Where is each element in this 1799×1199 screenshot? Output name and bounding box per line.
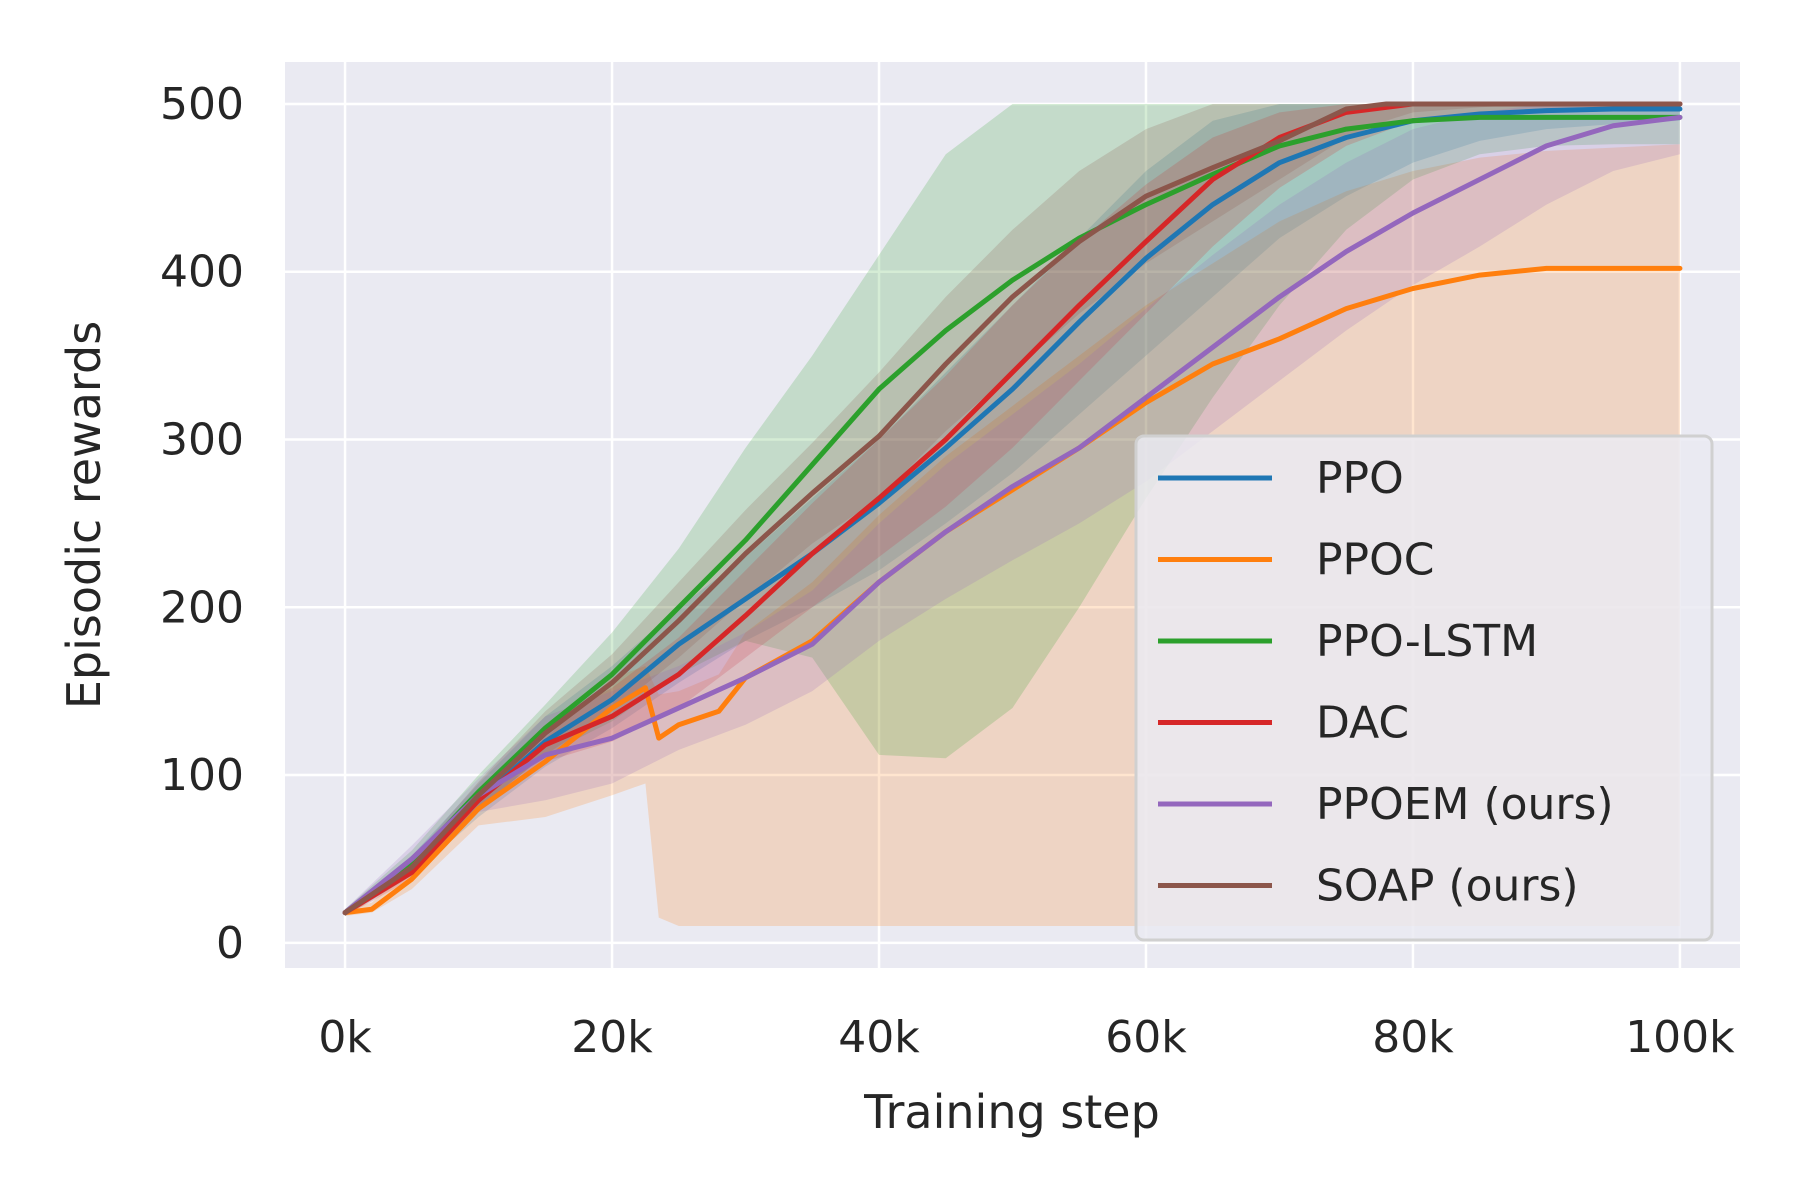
x-tick-label: 20k bbox=[571, 1012, 653, 1063]
legend-label-ppo: PPO bbox=[1316, 453, 1404, 504]
band-soap-ours bbox=[345, 103, 1680, 916]
y-tick-label: 500 bbox=[160, 79, 244, 130]
line-ppoem-ours bbox=[342, 114, 1683, 916]
legend-label-ppoc: PPOC bbox=[1316, 535, 1434, 586]
x-tick-label: 80k bbox=[1372, 1012, 1454, 1063]
x-tick-label: 60k bbox=[1105, 1012, 1187, 1063]
y-axis-label: Episodic rewards bbox=[57, 321, 111, 709]
y-tick-label: 0 bbox=[216, 918, 244, 969]
legend: PPO PPOC PPO-LSTM DAC PPOEM (ours) SOAP (ours… bbox=[1134, 434, 1714, 942]
x-tick-labels: 0k 20k 40k 60k 80k 100k bbox=[318, 1012, 1735, 1063]
legend-label-ppoem-ours: PPOEM (ours) bbox=[1316, 779, 1614, 830]
line-ppo-lstm bbox=[342, 114, 1683, 916]
y-tick-label: 300 bbox=[160, 415, 244, 466]
y-tick-labels: 0 100 200 300 400 500 bbox=[160, 79, 244, 969]
y-tick-label: 100 bbox=[160, 750, 244, 801]
line-soap-ours bbox=[342, 101, 1683, 916]
band-ppo-lstm bbox=[345, 103, 1680, 916]
y-tick-label: 400 bbox=[160, 247, 244, 298]
legend-label-soap-ours: SOAP (ours) bbox=[1316, 861, 1579, 912]
legend-label-ppo-lstm: PPO-LSTM bbox=[1316, 616, 1538, 667]
legend-label-dac: DAC bbox=[1316, 698, 1409, 749]
y-tick-label: 200 bbox=[160, 582, 244, 633]
x-axis-label: Training step bbox=[863, 1085, 1160, 1139]
x-tick-label: 40k bbox=[838, 1012, 920, 1063]
series-lines bbox=[342, 101, 1683, 916]
legend-frame bbox=[1134, 434, 1714, 942]
x-tick-label: 100k bbox=[1625, 1012, 1735, 1063]
x-tick-label: 0k bbox=[318, 1012, 372, 1063]
